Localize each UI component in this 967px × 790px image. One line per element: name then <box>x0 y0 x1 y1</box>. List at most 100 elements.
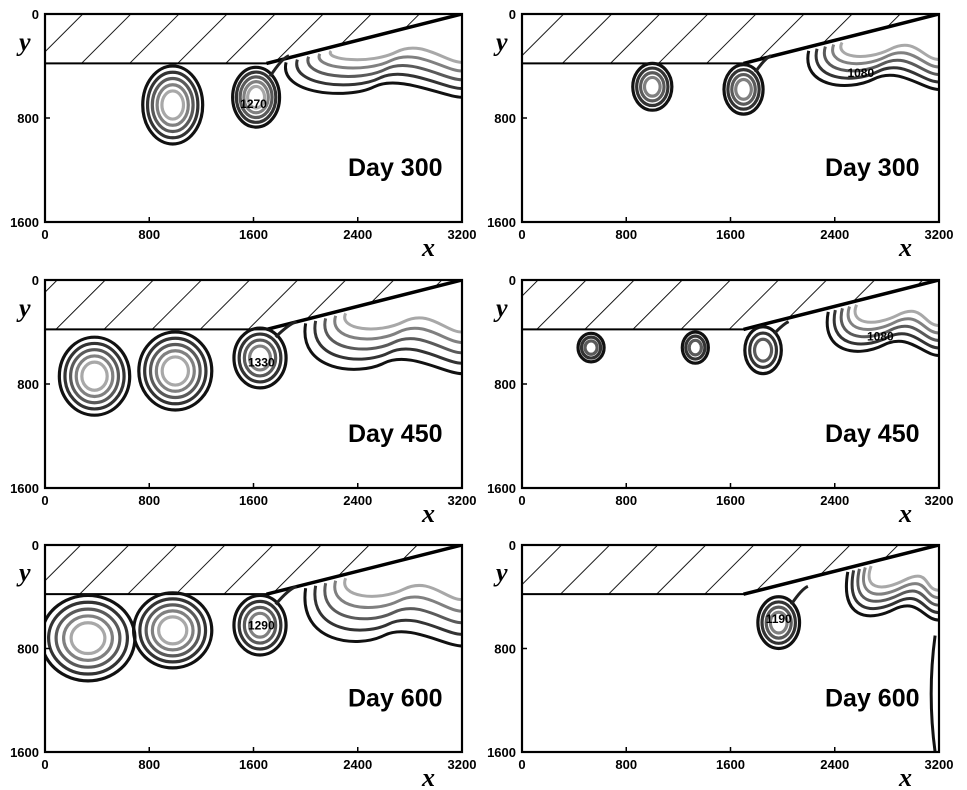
eddy-contour <box>730 72 757 106</box>
plume-contour <box>850 570 939 614</box>
eddy-1 <box>631 61 674 112</box>
shelf-edge <box>743 14 939 66</box>
x-tick-label: 0 <box>518 757 525 772</box>
y-axis-label: y <box>493 293 508 322</box>
eddy-neck <box>772 320 790 335</box>
y-tick-label: 800 <box>494 111 516 126</box>
eddy-2 <box>722 54 772 116</box>
eddy-contour <box>231 65 282 129</box>
eddy-contour <box>247 611 273 639</box>
eddy-contour <box>242 80 270 115</box>
eddy-contour <box>145 70 200 140</box>
eddy-contour <box>137 330 214 412</box>
contour-label: 1290 <box>248 619 275 633</box>
plume-contour <box>825 311 939 357</box>
eddy-contour <box>246 84 267 110</box>
x-tick-label: 0 <box>41 493 48 508</box>
panel-6: 1190 Day 600 0 800 1600 2400 3200 0 800 1600 x y <box>487 538 953 790</box>
eddy-contour <box>46 600 130 676</box>
plume-contour <box>313 585 462 636</box>
x-tick-label: 2400 <box>820 493 849 508</box>
eddy-contour <box>576 331 606 364</box>
eddy-1 <box>576 331 606 364</box>
eddy-contour <box>760 600 797 645</box>
eddy-contour <box>160 89 186 121</box>
eddy-contour <box>726 68 761 111</box>
plot-area: 1270 <box>45 14 462 146</box>
x-tick-label: 800 <box>615 757 637 772</box>
eddy-contour <box>238 75 274 120</box>
x-tick-label: 2400 <box>820 227 849 242</box>
plume-contour <box>832 309 939 350</box>
y-tick-label: 0 <box>509 538 516 553</box>
eddy-contour <box>234 70 278 124</box>
eddy-contour <box>143 336 208 406</box>
contour-label: 1080 <box>867 329 894 343</box>
eddy-contour <box>63 341 126 411</box>
eddy-contour <box>232 593 288 657</box>
eddy-2 <box>680 330 710 365</box>
eddy-contour <box>579 335 603 360</box>
x-tick-label: 1600 <box>716 227 745 242</box>
eddy-contour <box>57 335 132 417</box>
eddy-contour <box>154 349 196 393</box>
eddy-1 <box>756 585 809 651</box>
y-tick-label: 0 <box>509 7 516 22</box>
eddy-neck <box>274 584 298 606</box>
eddy-contour <box>764 605 793 640</box>
x-tick-label: 3200 <box>925 227 954 242</box>
x-tick-label: 2400 <box>343 493 372 508</box>
plume-contour <box>856 568 939 607</box>
contour-label: 1190 <box>766 612 792 626</box>
plot-area: 1190 <box>522 545 939 752</box>
y-tick-label: 0 <box>32 7 39 22</box>
y-axis-label: y <box>16 558 31 587</box>
y-tick-label: 0 <box>509 273 516 288</box>
plume-contour <box>323 318 462 355</box>
eddy-contour <box>237 599 283 651</box>
plume-contour <box>306 56 462 82</box>
plume-contour <box>313 320 462 365</box>
eddy-contour <box>68 348 121 405</box>
x-tick-label: 800 <box>615 227 637 242</box>
panel-4: 1080 Day 450 0 800 1600 2400 3200 0 800 1600 x y <box>487 273 953 528</box>
x-tick-label: 0 <box>518 493 525 508</box>
y-tick-label: 1600 <box>10 481 39 496</box>
plot-area: 1080 <box>522 280 939 376</box>
contour-label: 1270 <box>240 97 267 111</box>
plume-contour <box>862 567 939 600</box>
plume-contour <box>867 565 939 592</box>
x-tick-label: 800 <box>138 493 160 508</box>
panel-1: 1270 Day 300 0 800 1600 2400 3200 0 800 1600 x y <box>10 7 476 262</box>
eddy-contour <box>748 331 779 369</box>
eddy-contour <box>148 342 202 400</box>
x-tick-label: 2400 <box>343 757 372 772</box>
y-tick-label: 1600 <box>487 481 516 496</box>
day-label: Day 300 <box>348 154 443 182</box>
x-tick-label: 3200 <box>448 757 477 772</box>
eddy-contour <box>237 332 283 384</box>
y-tick-label: 800 <box>17 642 39 657</box>
eddy-contour <box>635 66 670 108</box>
ice-shelf <box>45 545 462 596</box>
eddy-3 <box>743 320 790 376</box>
panel-5: 1290 Day 600 0 800 1600 2400 3200 0 800 1600 x y <box>10 538 476 790</box>
x-tick-label: 800 <box>615 493 637 508</box>
x-tick-label: 1600 <box>239 227 268 242</box>
panel-2: 1080 Day 300 0 800 1600 2400 3200 0 800 1600 x y <box>487 7 953 262</box>
y-axis-label: y <box>493 558 508 587</box>
plume-contour <box>343 312 462 334</box>
eddy-contour <box>232 326 288 390</box>
eddy-neck <box>789 585 809 606</box>
x-tick-label: 3200 <box>448 493 477 508</box>
eddy-contour <box>138 597 208 664</box>
x-axis-label: x <box>421 763 435 790</box>
plume-contour <box>839 41 939 61</box>
plume-contour <box>846 306 939 335</box>
eddy-contour <box>150 609 195 652</box>
day-label: Day 450 <box>348 420 443 448</box>
y-axis-label: y <box>16 27 31 56</box>
ice-shelf <box>522 280 939 331</box>
y-axis-label: y <box>493 27 508 56</box>
